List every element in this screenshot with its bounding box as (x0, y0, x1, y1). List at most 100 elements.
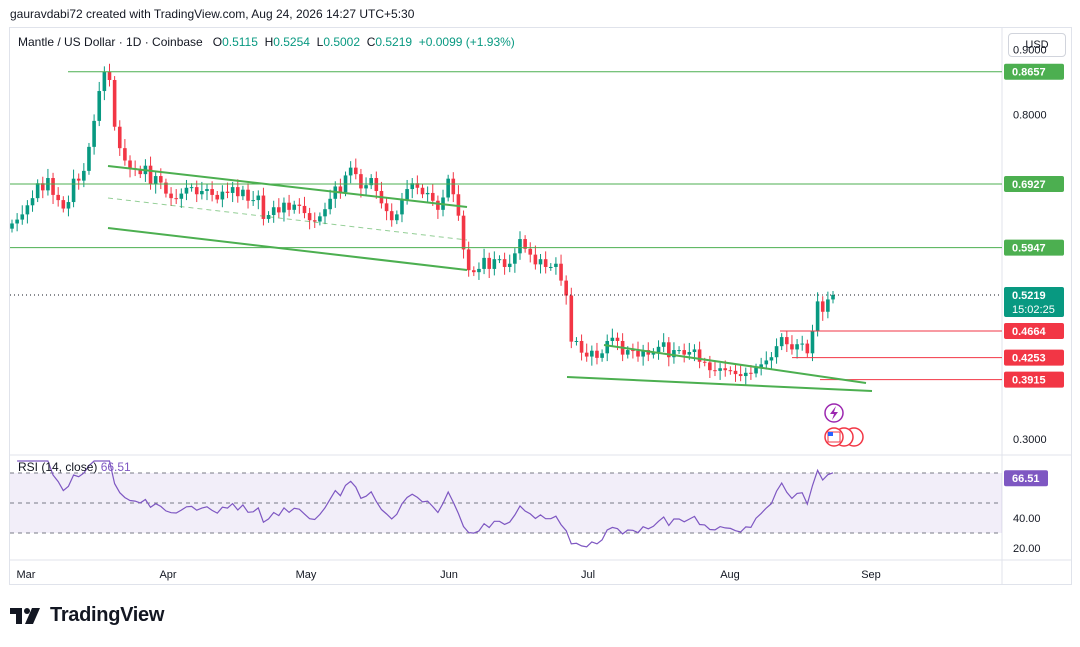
candle-body (56, 194, 60, 201)
candle-body (492, 259, 497, 269)
close-value: 0.5219 (375, 35, 413, 49)
rsi-line[interactable] (17, 460, 834, 548)
candle-body (97, 91, 102, 121)
flag-stripes-icon (827, 431, 841, 443)
candle-body (210, 189, 214, 195)
candle-body (672, 350, 676, 358)
candle-body (436, 200, 440, 210)
chart-credit: gauravdabi72 created with TradingView.co… (10, 7, 415, 21)
rsi-value-label[interactable] (1004, 470, 1048, 487)
candle-body (410, 183, 415, 190)
candle-body (820, 301, 825, 312)
price-label-text: 0.3915 (1012, 375, 1046, 387)
candle-body (590, 350, 594, 357)
candle-body (389, 211, 394, 221)
time-axis-tick: Mar (17, 569, 36, 581)
candle-body (307, 213, 312, 221)
candle-body (554, 263, 558, 267)
candle-body (615, 337, 620, 341)
candle-body (384, 203, 389, 212)
candle-body (687, 352, 692, 355)
candle-body (610, 337, 615, 341)
candle-body (430, 192, 435, 201)
price-label-text: 0.5219 (1012, 290, 1046, 302)
candle-body (477, 268, 481, 273)
candle-body (241, 189, 245, 197)
time-axis-tick: May (296, 569, 317, 581)
candle-body (466, 249, 471, 271)
candle-body (312, 220, 317, 222)
candle-body (148, 165, 153, 185)
candle-body (107, 71, 112, 80)
open-value: 0.5115 (222, 35, 258, 49)
candle-body (667, 342, 671, 358)
candle-body (785, 337, 789, 345)
logo-text: TradingView (50, 604, 165, 626)
price-label-text: 0.4664 (1012, 326, 1047, 338)
candle-body (826, 299, 830, 312)
open-label: O (212, 35, 223, 49)
candle-body (271, 207, 276, 216)
candle-body (251, 200, 255, 202)
candle-body (184, 187, 189, 194)
time-axis-tick: Sep (861, 569, 881, 581)
price-label-0.6927[interactable] (1004, 176, 1064, 193)
candle-body (40, 183, 45, 191)
candle-body (169, 193, 173, 199)
candle-body (256, 195, 261, 201)
candle-body (774, 346, 779, 358)
price-label-0.4664[interactable] (1004, 322, 1064, 339)
trendline-2[interactable] (107, 227, 468, 271)
rsi-axis-tick: 40.00 (1013, 513, 1041, 525)
candle-body (266, 215, 271, 219)
candle-body (30, 198, 35, 206)
candle-body (779, 337, 784, 347)
candle-body (287, 202, 291, 210)
candle-body (302, 205, 307, 214)
candle-body (697, 349, 702, 362)
trendline-3[interactable] (603, 344, 867, 384)
candle-body (533, 254, 538, 265)
candle-body (138, 169, 143, 175)
candle-body (564, 280, 568, 296)
candle-body (538, 259, 543, 265)
candle-body (348, 167, 353, 176)
candle-body (282, 202, 286, 213)
candle-body (66, 202, 71, 209)
price-label-0.4253[interactable] (1004, 349, 1064, 366)
candle-body (831, 294, 835, 300)
price-label-0.5947[interactable] (1004, 239, 1064, 256)
price-label-0.5219[interactable] (1004, 286, 1064, 317)
candle-body (523, 239, 527, 249)
candle-body (395, 214, 399, 221)
trendline-4[interactable] (566, 376, 873, 392)
candle-body (548, 266, 553, 268)
rsi-legend[interactable]: RSI (14, close) 66.51 (18, 460, 131, 474)
currency-button[interactable]: USD (1008, 33, 1066, 57)
candle-body (461, 215, 466, 250)
candle-body (338, 186, 343, 193)
trendline-1[interactable] (107, 165, 468, 208)
symbol-title[interactable]: Mantle / US Dollar · 1D · Coinbase (18, 35, 203, 49)
low-value: 0.5002 (323, 35, 361, 49)
candle-body (246, 189, 250, 201)
channel-midline (107, 197, 468, 241)
price-label-0.3915[interactable] (1004, 371, 1064, 388)
tradingview-logo-icon (10, 607, 40, 624)
close-label: C (366, 35, 376, 49)
candle-body (76, 178, 81, 181)
candle-body (92, 120, 96, 147)
candle-body (112, 79, 117, 127)
candle-body (205, 189, 209, 192)
candle-body (364, 185, 368, 189)
candle-body (702, 361, 707, 363)
price-label-text: 0.6927 (1012, 179, 1046, 191)
candle-body (743, 372, 748, 377)
rsi-value-text: 66.51 (1012, 473, 1040, 485)
rsi-legend-value: 66.51 (100, 460, 131, 474)
candle-body (661, 342, 666, 347)
price-label-0.8657[interactable] (1004, 63, 1064, 80)
candle-body (625, 350, 630, 355)
tradingview-logo[interactable]: TradingView (10, 604, 164, 627)
